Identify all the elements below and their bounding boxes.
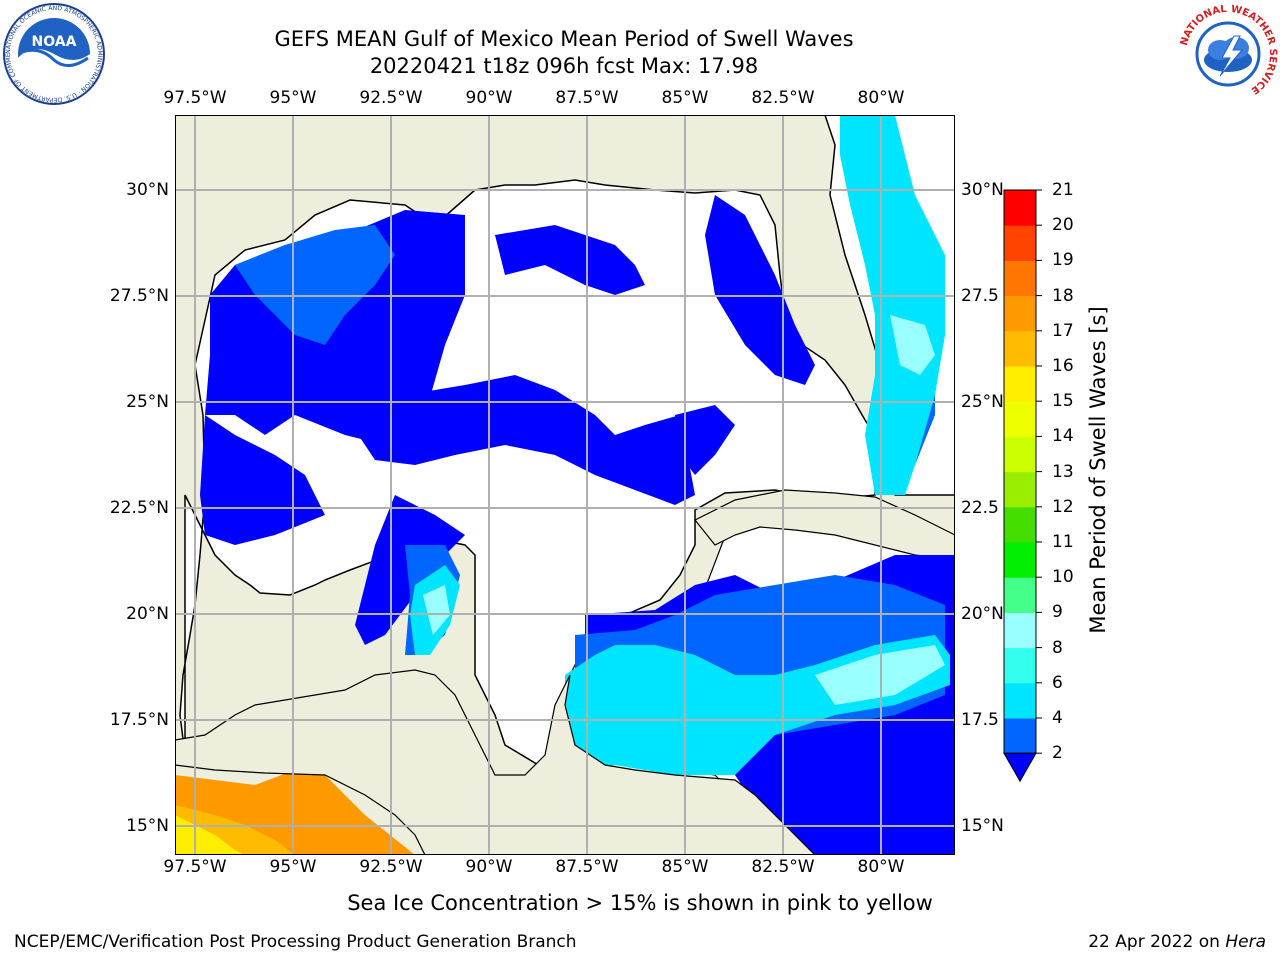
lat-tick-left: 22.5°N: [109, 498, 169, 518]
colorbar-tick-label: 12: [1052, 496, 1074, 517]
lat-tick-right: 17.5: [961, 710, 999, 730]
colorbar-segment: [1004, 506, 1036, 543]
colorbar: [1003, 189, 1042, 783]
colorbar-tick-label: 16: [1052, 356, 1074, 376]
date-text: 22 Apr 2022 on Hera: [1088, 932, 1266, 952]
lon-tick-top: 90°W: [465, 88, 513, 108]
colorbar-segment: [1004, 260, 1036, 297]
noaa-logo-text: NOAA: [32, 34, 77, 50]
colorbar-tick-label: 15: [1052, 391, 1074, 412]
lat-tick-left: 27.5°N: [109, 286, 169, 306]
lat-tick-left: 20°N: [126, 604, 169, 624]
credit-text: NCEP/EMC/Verification Post Processing Pr…: [14, 932, 577, 952]
lon-tick-bottom: 82.5°W: [751, 857, 815, 877]
colorbar-tick-label: 6: [1052, 672, 1063, 693]
colorbar-label: Mean Period of Swell Waves [s]: [1086, 306, 1110, 634]
lat-tick-right: 15°N: [961, 816, 1004, 836]
colorbar-segment: [1004, 295, 1036, 332]
colorbar-tick-label: 14: [1052, 426, 1074, 447]
lat-tick-left: 17.5°N: [109, 710, 169, 730]
colorbar-segment: [1004, 330, 1036, 367]
lat-tick-left: 25°N: [126, 392, 169, 412]
swell-blue-keys: [675, 405, 735, 475]
sea-ice-note: Sea Ice Concentration > 15% is shown in …: [347, 891, 933, 915]
colorbar-segment: [1004, 647, 1036, 684]
colorbar-segment: [1004, 436, 1036, 473]
colorbar-tick-label: 8: [1052, 637, 1063, 658]
lon-tick-top: 95°W: [269, 88, 317, 108]
lat-tick-right: 22.5: [961, 498, 999, 518]
swell-lightcyan-atlantic: [890, 315, 935, 375]
colorbar-tick-label: 21: [1052, 180, 1074, 200]
swell-blue-central: [345, 375, 695, 505]
lat-tick-right: 27.5: [961, 286, 999, 306]
colorbar-tick-label: 10: [1052, 567, 1074, 588]
colorbar-segment: [1004, 718, 1036, 754]
colorbar-segment: [1004, 225, 1036, 261]
colorbar-tick-label: 18: [1052, 285, 1074, 306]
lon-tick-top: 85°W: [661, 88, 709, 108]
lon-tick-bottom: 90°W: [465, 857, 513, 877]
colorbar-tick-label: 13: [1052, 461, 1074, 482]
colorbar-tick-label: 20: [1052, 215, 1074, 236]
lat-tick-left: 15°N: [126, 816, 169, 836]
colorbar-segment: [1004, 190, 1036, 226]
lon-tick-top: 97.5°W: [163, 88, 227, 108]
lon-tick-bottom: 80°W: [857, 857, 905, 877]
date-prefix: 22 Apr 2022 on: [1088, 932, 1226, 952]
map-gridlines: [175, 115, 955, 855]
chart-subtitle: 20220421 t18z 096h fcst Max: 17.98: [369, 54, 759, 78]
colorbar-tick-label: 11: [1052, 532, 1074, 552]
colorbar-segment: [1004, 366, 1036, 402]
lon-tick-bottom: 87.5°W: [555, 857, 619, 877]
colorbar-tick-label: 19: [1052, 250, 1074, 271]
lon-tick-top: 82.5°W: [751, 88, 815, 108]
lon-tick-bottom: 92.5°W: [359, 857, 423, 877]
map-plot: [175, 115, 955, 855]
colorbar-segment: [1004, 401, 1036, 437]
swell-midblue-west: [235, 225, 395, 345]
chart-title: GEFS MEAN Gulf of Mexico Mean Period of …: [274, 27, 854, 51]
central-america-land: [175, 669, 955, 855]
lat-tick-left: 30°N: [126, 180, 169, 200]
lat-tick-right: 25°N: [961, 392, 1004, 412]
lon-tick-top: 80°W: [857, 88, 905, 108]
swell-lightcyan-yucatan: [423, 585, 450, 635]
lon-tick-top: 87.5°W: [555, 88, 619, 108]
colorbar-segment: [1004, 542, 1036, 578]
date-host: Hera: [1225, 932, 1266, 952]
swell-blue-east: [705, 195, 815, 385]
colorbar-segment: [1004, 471, 1036, 508]
colorbar-tick-label: 17: [1052, 320, 1074, 341]
lon-tick-bottom: 97.5°W: [163, 857, 227, 877]
lat-tick-right: 20°N: [961, 604, 1004, 624]
colorbar-tick-label: 9: [1052, 602, 1063, 623]
nws-logo: NATIONAL WEATHER SERVICE: [1178, 4, 1278, 104]
lon-tick-bottom: 85°W: [661, 857, 709, 877]
colorbar-segment: [1004, 612, 1036, 649]
colorbar-extension: [1003, 752, 1037, 783]
lat-tick-right: 30°N: [961, 180, 1004, 200]
colorbar-tick-label: 2: [1052, 743, 1063, 764]
colorbar-segment: [1004, 682, 1036, 719]
swell-blue-mid: [495, 225, 645, 295]
lon-tick-top: 92.5°W: [359, 88, 423, 108]
noaa-logo: NATIONAL OCEANIC AND ATMOSPHERIC ADMINIS…: [2, 2, 105, 105]
colorbar-tick-label: 4: [1052, 708, 1063, 728]
lon-tick-bottom: 95°W: [269, 857, 317, 877]
colorbar-segment: [1004, 577, 1036, 613]
swell-cyan-atlantic: [840, 115, 945, 495]
